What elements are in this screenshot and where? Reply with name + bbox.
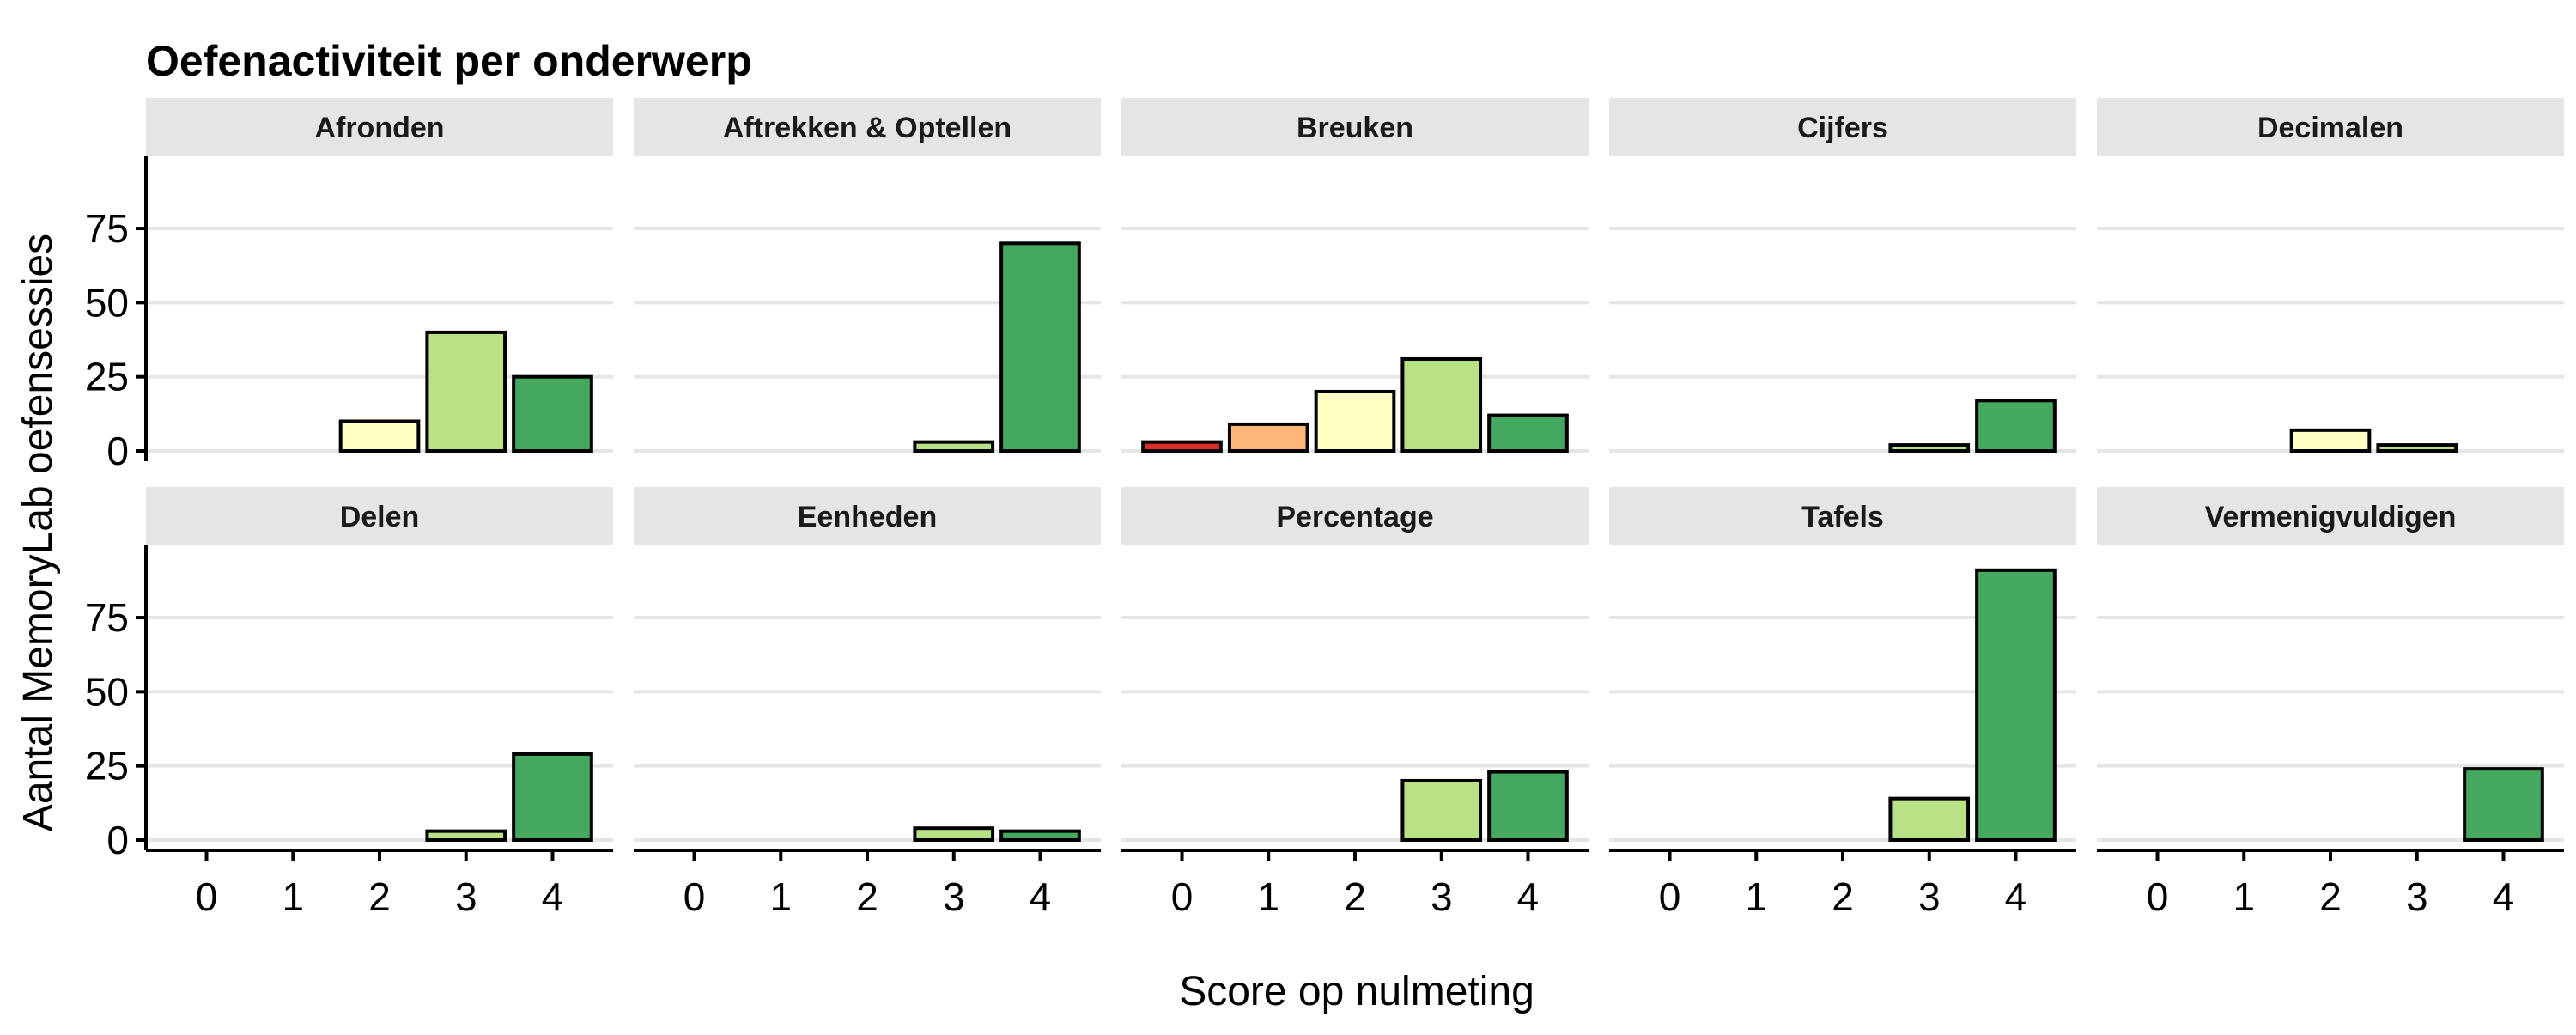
x-tick-label: 1 xyxy=(1257,874,1279,919)
bar xyxy=(338,419,421,454)
bar xyxy=(1487,770,1569,843)
facet-strip-label: Cijfers xyxy=(1797,112,1888,144)
y-tick-label: 75 xyxy=(85,206,129,251)
x-tick-label: 4 xyxy=(2493,874,2515,919)
facet-strip-label: Decimalen xyxy=(2257,112,2403,144)
bar xyxy=(2289,428,2372,453)
facet-strip xyxy=(2097,487,2564,545)
facet-strip-label: Tafels xyxy=(1801,501,1884,533)
bar xyxy=(913,440,995,453)
x-tick-label: 2 xyxy=(368,874,391,919)
y-tick-label: 50 xyxy=(85,669,129,714)
x-tick-label: 3 xyxy=(455,874,477,919)
x-tick-label: 4 xyxy=(542,874,564,919)
facet-strip xyxy=(1609,98,2076,156)
x-tick-label: 3 xyxy=(1918,874,1941,919)
bar xyxy=(2463,767,2544,842)
facet-strip-label: Delen xyxy=(340,501,420,533)
bar xyxy=(999,241,1081,453)
facet-strip xyxy=(146,487,613,545)
panels-layer: Afronden 0 25 50 75 Aftrekken & Optellen Breuk… xyxy=(85,98,2564,919)
x-tick-label: 0 xyxy=(1659,874,1681,919)
facet-strip-label: Percentage xyxy=(1276,501,1433,533)
bar xyxy=(999,829,1081,842)
x-tick-label: 0 xyxy=(196,874,218,919)
y-tick-label: 0 xyxy=(106,818,129,862)
facet-panel: Aftrekken & Optellen xyxy=(634,98,1101,453)
facet-strip xyxy=(1609,487,2076,545)
facet-strip-label: Eenheden xyxy=(798,501,937,533)
facet-panel: Eenheden 0 1 2 3 4 xyxy=(634,487,1101,919)
bar xyxy=(1227,422,1309,454)
y-tick-label: 50 xyxy=(85,280,129,325)
facet-panel: Decimalen xyxy=(2097,98,2564,453)
facet-strip xyxy=(2097,98,2564,156)
bar xyxy=(1400,356,1483,453)
x-tick-label: 4 xyxy=(1030,874,1052,919)
facet-strip xyxy=(146,98,613,156)
facet-strip xyxy=(634,487,1101,545)
bar xyxy=(1141,440,1223,453)
y-tick-label: 75 xyxy=(85,595,129,640)
bar xyxy=(913,826,995,842)
x-tick-label: 2 xyxy=(2319,874,2342,919)
x-tick-label: 0 xyxy=(1171,874,1194,919)
facet-strip-label: Afronden xyxy=(314,112,444,144)
facet-panel: Delen 0 25 50 75 0 1 2 3 4 xyxy=(85,487,613,919)
facet-strip-label: Vermenigvuldigen xyxy=(2205,501,2457,533)
facet-panel: Cijfers xyxy=(1609,98,2076,454)
facet-strip-label: Breuken xyxy=(1297,112,1413,144)
facet-panel: Percentage 0 1 2 3 4 xyxy=(1121,487,1589,919)
facet-strip-label: Aftrekken & Optellen xyxy=(723,112,1012,144)
y-axis-label: Aantal MemoryLab oefensessies xyxy=(15,234,61,831)
x-tick-label: 1 xyxy=(2233,874,2255,919)
bar xyxy=(425,829,507,842)
x-tick-label: 3 xyxy=(1431,874,1453,919)
facet-panel: Vermenigvuldigen 0 1 2 3 4 xyxy=(2097,487,2564,919)
x-tick-label: 3 xyxy=(943,874,965,919)
x-tick-label: 2 xyxy=(1344,874,1366,919)
x-tick-label: 1 xyxy=(1745,874,1767,919)
x-tick-label: 0 xyxy=(2147,874,2169,919)
y-tick-label: 0 xyxy=(106,429,129,473)
facet-panel: Breuken xyxy=(1121,98,1589,454)
facet-strip xyxy=(634,98,1101,156)
x-tick-label: 1 xyxy=(282,874,304,919)
x-tick-label: 4 xyxy=(2005,874,2027,919)
chart-title: Oefenactiviteit per onderwerp xyxy=(146,37,752,85)
x-tick-label: 2 xyxy=(1832,874,1854,919)
x-tick-label: 4 xyxy=(1517,874,1540,919)
bar xyxy=(1975,399,2057,454)
facet-strip xyxy=(1121,487,1589,545)
bar xyxy=(1888,796,1971,842)
facet-panel: Tafels 0 1 2 3 4 xyxy=(1609,487,2076,919)
x-tick-label: 2 xyxy=(856,874,878,919)
bar xyxy=(1400,778,1483,843)
x-axis-label: Score op nulmeting xyxy=(1179,969,1534,1014)
x-tick-label: 0 xyxy=(683,874,706,919)
bar xyxy=(1487,413,1569,453)
bar xyxy=(1314,389,1396,453)
x-tick-label: 1 xyxy=(769,874,792,919)
bar xyxy=(512,374,593,453)
y-tick-label: 25 xyxy=(85,744,129,788)
facet-strip xyxy=(1121,98,1589,156)
bar xyxy=(2376,443,2458,453)
facet-panel: Afronden 0 25 50 75 xyxy=(85,98,613,473)
bar xyxy=(1975,568,2057,843)
bar xyxy=(425,330,507,454)
y-tick-label: 25 xyxy=(85,355,129,399)
bar xyxy=(1888,443,1971,453)
x-tick-label: 3 xyxy=(2406,874,2428,919)
bar xyxy=(512,752,593,842)
